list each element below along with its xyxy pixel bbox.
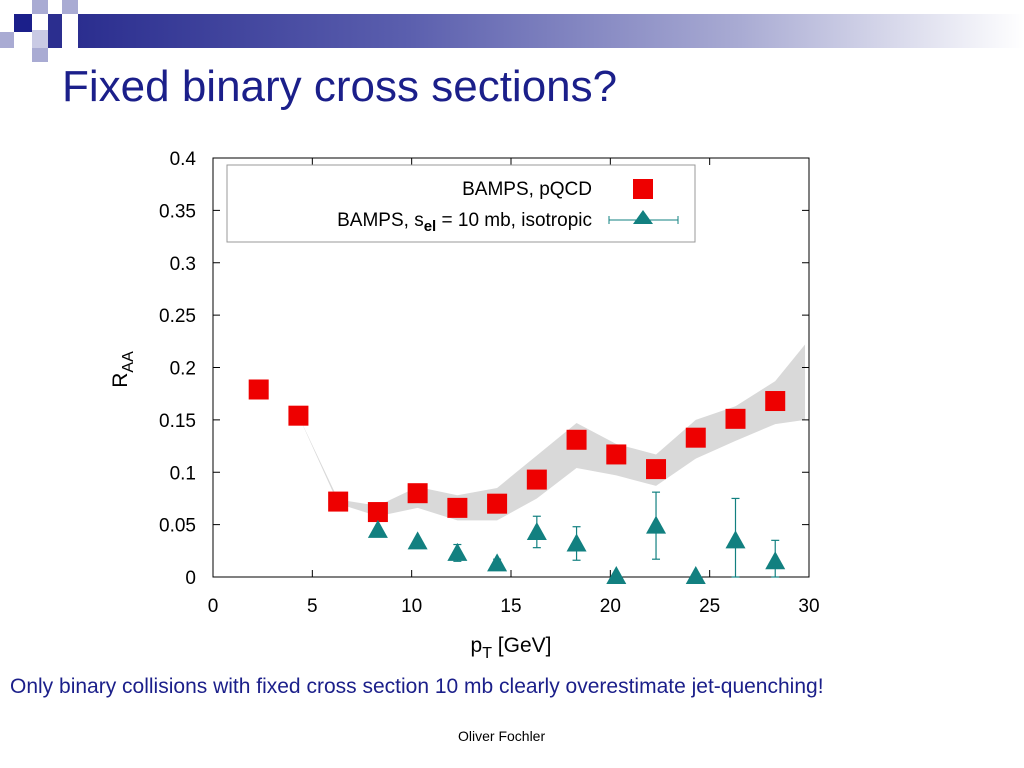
pqcd-point (606, 444, 627, 465)
isotropic-point (566, 533, 587, 552)
x-tick-label: 5 (307, 596, 318, 617)
x-tick-label: 0 (208, 596, 219, 617)
pqcd-point (367, 502, 388, 523)
pqcd-point (248, 379, 269, 400)
pqcd-point (685, 427, 706, 448)
pqcd-uncertainty-band (258, 344, 806, 521)
isotropic-point (725, 530, 746, 549)
y-tick-label: 0.25 (159, 306, 196, 327)
x-axis-label: pT [GeV] (471, 634, 552, 662)
isotropic-point (447, 542, 468, 561)
isotropic-point (646, 515, 667, 534)
pqcd-point (566, 429, 587, 450)
pqcd-point (328, 491, 349, 512)
corner-square-light-1 (32, 0, 48, 14)
corner-square-light-5 (32, 30, 48, 48)
isotropic-point (685, 565, 706, 584)
pqcd-point (765, 391, 786, 412)
raa-chart: 0 5 10 15 20 25 30 0 0.05 0.1 0.15 0.2 0.25 0.3 0.35 0.… (109, 149, 820, 662)
header-gradient-band (78, 14, 1024, 48)
y-tick-label: 0.3 (170, 254, 196, 275)
corner-square-light-4 (32, 48, 48, 62)
x-tick-label: 25 (699, 596, 720, 617)
pqcd-point (447, 497, 468, 518)
corner-square-dark-2 (48, 14, 62, 48)
pqcd-point (288, 405, 309, 426)
legend-box (226, 164, 696, 243)
isotropic-point (526, 521, 547, 540)
x-tick-label: 15 (500, 596, 521, 617)
pqcd-point (407, 483, 428, 504)
corner-square-dark-1 (14, 14, 32, 32)
x-tick-label: 10 (401, 596, 422, 617)
isotropic-point (367, 519, 388, 538)
y-tick-label: 0.4 (170, 149, 197, 170)
corner-square-light-2 (62, 0, 78, 14)
pqcd-point (487, 493, 508, 514)
pqcd-point (646, 459, 667, 480)
y-tick-label: 0.35 (159, 201, 196, 222)
x-tick-label: 30 (798, 596, 819, 617)
slide-caption: Only binary collisions with fixed cross … (10, 675, 824, 698)
isotropic-point (765, 551, 786, 570)
pqcd-point (526, 469, 547, 490)
legend-marker-isotropic (633, 210, 653, 224)
y-tick-label: 0.15 (159, 411, 196, 432)
x-tick-label: 20 (600, 596, 621, 617)
legend-label-pqcd: BAMPS, pQCD (462, 179, 592, 200)
y-tick-label: 0.1 (170, 463, 196, 484)
legend-marker-pqcd (633, 179, 653, 199)
y-tick-label: 0 (185, 568, 196, 589)
y-tick-label: 0.05 (159, 516, 196, 537)
isotropic-point (407, 531, 428, 550)
pqcd-point (725, 408, 746, 429)
y-axis-label: RAA (109, 351, 137, 388)
corner-square-light-3 (0, 32, 14, 48)
slide-title: Fixed binary cross sections? (62, 62, 618, 111)
legend-label-isotropic: BAMPS, sel = 10 mb, isotropic (337, 210, 592, 235)
isotropic-point (606, 565, 627, 584)
slide-footer: Oliver Fochler (458, 728, 546, 744)
y-tick-label: 0.2 (170, 359, 196, 380)
isotropic-point (487, 553, 508, 572)
